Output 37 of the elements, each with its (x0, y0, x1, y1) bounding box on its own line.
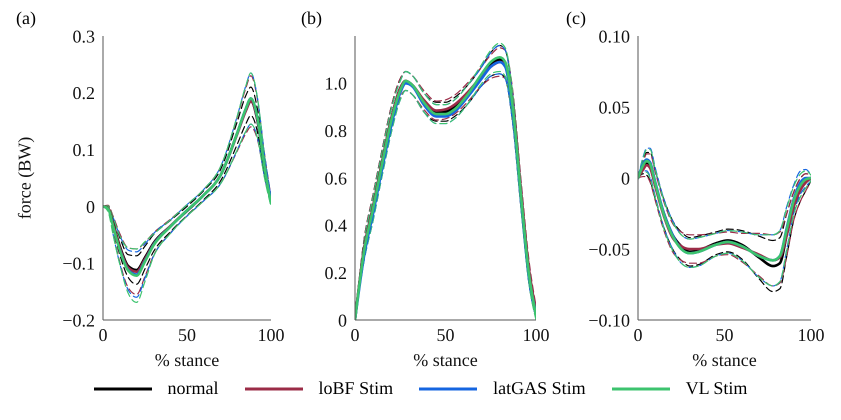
x-axis-title: % stance (692, 350, 757, 370)
x-axis-title: % stance (413, 350, 478, 370)
legend-label: loBF Stim (318, 378, 394, 399)
y-tick-label: −0.05 (588, 239, 630, 260)
y-tick-label: 1.0 (324, 74, 347, 94)
y-tick-label: −0.2 (62, 310, 95, 330)
x-tick-label: 50 (178, 324, 196, 345)
y-tick-label: 0 (86, 196, 95, 217)
y-tick-label: 0.10 (598, 26, 630, 46)
y-tick-label: 0 (338, 310, 347, 330)
chart-title: (c) (566, 8, 586, 29)
y-tick-label: 0.6 (324, 168, 347, 188)
legend-label: VL Stim (686, 378, 748, 399)
x-tick-label: 0 (634, 324, 642, 345)
y-tick-label: 0.2 (72, 83, 95, 104)
y-tick-label: 0 (621, 168, 630, 188)
y-tick-label: 0.1 (72, 140, 95, 160)
legend-label: latGAS Stim (493, 378, 586, 399)
y-axis-title: force (BW) (14, 136, 34, 220)
x-tick-label: 0 (98, 324, 108, 345)
y-tick-label: 0.05 (598, 97, 630, 118)
y-tick-label: 0.2 (324, 263, 347, 284)
y-tick-label: −0.10 (588, 310, 630, 330)
y-tick-label: 0.8 (324, 121, 347, 142)
chart-title: (a) (16, 8, 36, 29)
chart-title: (b) (301, 8, 322, 29)
y-tick-label: 0.3 (72, 26, 95, 46)
x-tick-label: 100 (522, 324, 550, 345)
x-tick-label: 50 (436, 324, 454, 345)
x-tick-label: 100 (798, 324, 824, 345)
legend-label: normal (168, 378, 219, 399)
x-axis-title: % stance (154, 350, 220, 370)
x-tick-label: 0 (350, 324, 360, 345)
y-tick-label: −0.1 (62, 254, 95, 274)
x-tick-label: 100 (258, 324, 284, 345)
y-tick-label: 0.4 (324, 216, 347, 236)
x-tick-label: 50 (716, 324, 734, 345)
